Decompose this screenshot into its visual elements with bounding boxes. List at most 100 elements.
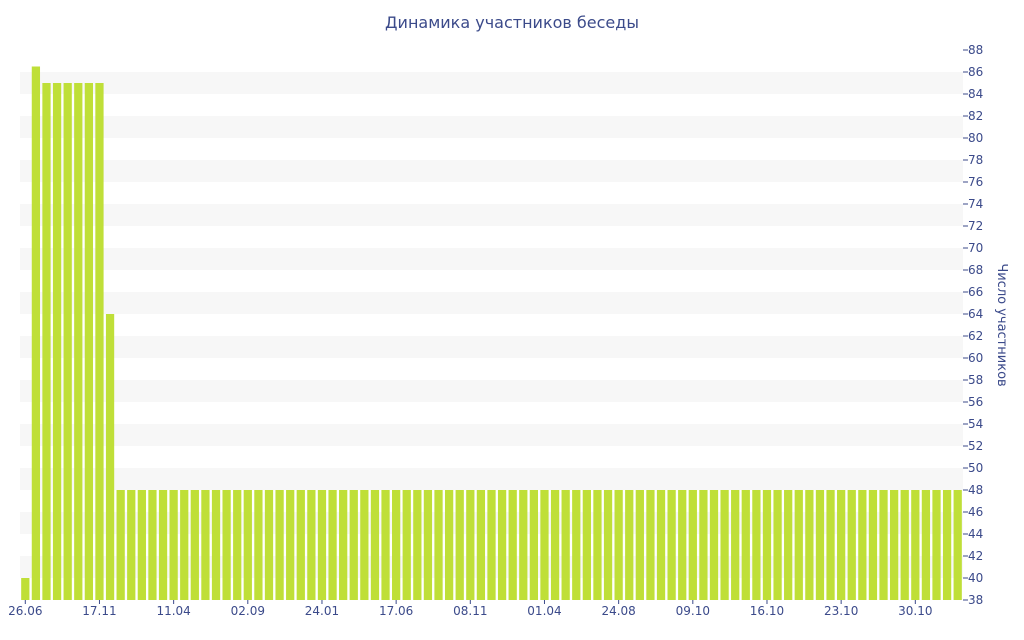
bar [625, 490, 634, 600]
x-tick-label: 16.10 [750, 604, 784, 618]
bar [953, 490, 962, 600]
bar [784, 490, 793, 600]
y-tick-label: 58 [968, 373, 983, 387]
bar [826, 490, 835, 600]
grid-band [20, 72, 963, 94]
y-tick-label: 52 [968, 439, 983, 453]
bar [890, 490, 899, 600]
bar [211, 490, 221, 600]
grid-band [20, 380, 963, 402]
bar [805, 490, 814, 600]
bar [328, 490, 337, 600]
grid-band [20, 248, 963, 270]
bar [105, 314, 115, 600]
bar [868, 490, 878, 600]
bar [392, 490, 401, 600]
y-tick-label: 68 [968, 263, 983, 277]
x-tick-label: 26.06 [8, 604, 42, 618]
bar [95, 83, 104, 600]
bar [169, 490, 178, 600]
bar [423, 490, 433, 600]
bar [847, 490, 856, 600]
bar [508, 490, 517, 600]
x-tick-label: 09.10 [676, 604, 710, 618]
bar [540, 490, 549, 600]
bar [222, 490, 231, 600]
bar [42, 83, 51, 600]
y-tick-label: 50 [968, 461, 983, 475]
bar [31, 66, 41, 600]
bar [148, 490, 157, 600]
bar [137, 490, 146, 600]
bar [656, 490, 666, 600]
bar [942, 490, 952, 600]
bar [243, 490, 252, 600]
y-tick-label: 46 [968, 505, 983, 519]
bar [550, 490, 560, 600]
chart-title: Динамика участников беседы [385, 13, 639, 32]
bar [466, 490, 475, 600]
x-tick-label: 24.01 [305, 604, 339, 618]
bar [794, 490, 803, 600]
bar [52, 83, 62, 600]
bar [233, 490, 242, 600]
y-tick-label: 72 [968, 219, 983, 233]
bar [699, 490, 708, 600]
x-tick-label: 01.04 [527, 604, 561, 618]
bar [911, 490, 920, 600]
y-tick-label: 86 [968, 65, 983, 79]
grid-bands [20, 72, 963, 578]
bar [402, 490, 411, 600]
bar [561, 490, 570, 600]
bar [21, 578, 30, 600]
bar [476, 490, 486, 600]
bar [773, 490, 782, 600]
y-tick-label: 40 [968, 571, 983, 585]
y-tick-label: 38 [968, 593, 983, 607]
x-tick-label: 17.06 [379, 604, 413, 618]
bar [900, 490, 909, 600]
bar [688, 490, 697, 600]
bar [201, 490, 210, 600]
bar [190, 490, 199, 600]
x-tick-label: 23.10 [824, 604, 858, 618]
bar [254, 490, 263, 600]
bar [381, 490, 390, 600]
bar [646, 490, 655, 600]
bar [296, 490, 305, 600]
y-tick-label: 70 [968, 241, 983, 255]
bar [582, 490, 591, 600]
bar [360, 490, 369, 600]
bar [434, 490, 443, 600]
bar [158, 490, 168, 600]
y-tick-label: 76 [968, 175, 983, 189]
bar [349, 490, 358, 600]
bar [752, 490, 761, 600]
bar [921, 490, 931, 600]
y-tick-label: 64 [968, 307, 983, 321]
y-tick-label: 56 [968, 395, 983, 409]
x-tick-label: 08.11 [453, 604, 487, 618]
grid-band [20, 116, 963, 138]
bar [858, 490, 867, 600]
bar [529, 490, 539, 600]
bar [635, 490, 644, 600]
bar [815, 490, 825, 600]
y-axis-label: Число участников [994, 263, 1009, 386]
bar [413, 490, 422, 600]
y-tick-label: 74 [968, 197, 983, 211]
x-axis-ticks: 26.06 17.11 11.04 02.09 24.01 17.06 08.11 01.04… [8, 600, 932, 618]
bar [487, 490, 496, 600]
bar [497, 490, 507, 600]
x-tick-label: 02.09 [231, 604, 265, 618]
x-tick-label: 11.04 [156, 604, 190, 618]
bar [667, 490, 676, 600]
x-tick-label: 17.11 [82, 604, 116, 618]
bar [709, 490, 719, 600]
bars [21, 66, 962, 600]
bar [720, 490, 729, 600]
bar [317, 490, 327, 600]
y-tick-label: 62 [968, 329, 983, 343]
bar [339, 490, 348, 600]
